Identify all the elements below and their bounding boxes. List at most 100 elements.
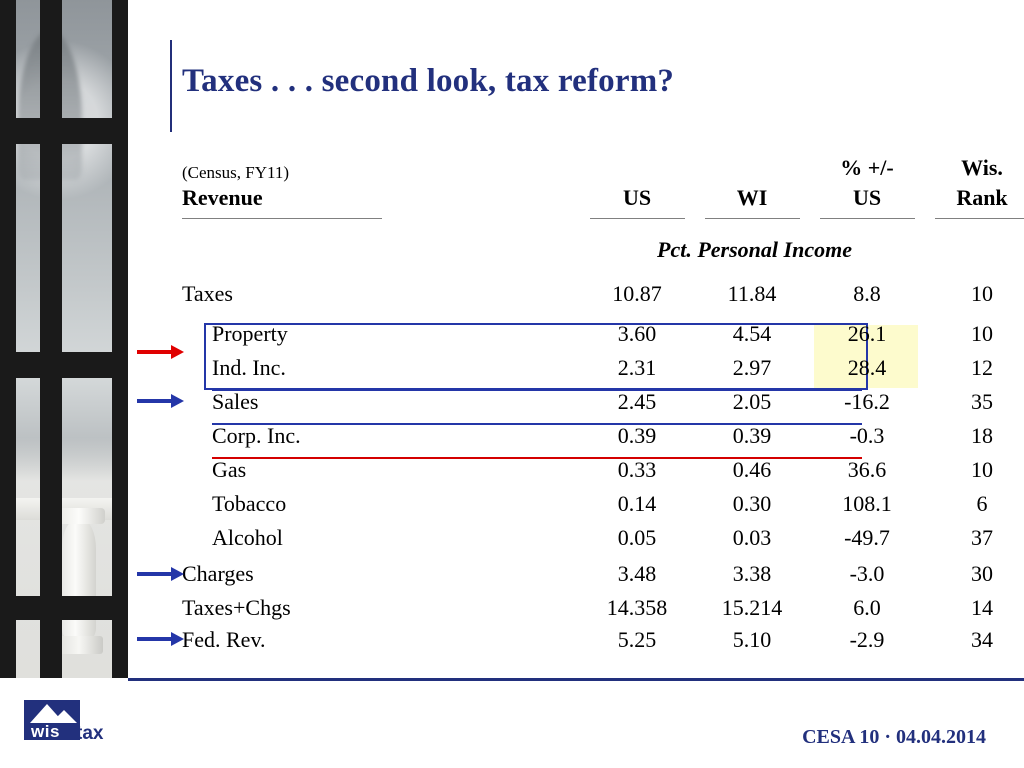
cell-pct: -2.9 bbox=[849, 627, 885, 652]
cell-rank: 34 bbox=[971, 627, 993, 652]
header-rule-pct bbox=[820, 218, 915, 219]
cell-pct: 6.0 bbox=[853, 595, 881, 620]
arrow-head bbox=[171, 632, 184, 646]
header-rule-revenue bbox=[182, 218, 382, 219]
cell-wi: 2.97 bbox=[732, 355, 772, 380]
cell-wi: 15.214 bbox=[721, 595, 783, 620]
cell-us: 3.48 bbox=[617, 561, 657, 586]
window-frame-middle bbox=[40, 0, 62, 678]
mountain-icon-small bbox=[51, 710, 77, 723]
cell-pct: 8.8 bbox=[853, 281, 881, 306]
cell-pct: 108.1 bbox=[842, 491, 892, 516]
table-row: Charges 3.48 3.38 -3.0 30 bbox=[182, 561, 1024, 595]
table-row: Taxes 10.87 11.84 8.8 10 bbox=[182, 281, 1024, 315]
table-row: Ind. Inc. 2.31 2.97 28.4 12 bbox=[182, 355, 1024, 389]
window-frame-left bbox=[0, 0, 16, 678]
window-crossbar-top bbox=[0, 118, 128, 144]
header-rule-wi bbox=[705, 218, 800, 219]
cell-us: 3.60 bbox=[617, 321, 657, 346]
column-header-pct: US bbox=[852, 185, 882, 210]
table-row: Alcohol 0.05 0.03 -49.7 37 bbox=[182, 525, 1024, 559]
row-label: Corp. Inc. bbox=[212, 423, 301, 448]
cell-wi: 4.54 bbox=[732, 321, 772, 346]
cell-wi: 0.30 bbox=[732, 491, 772, 516]
cell-pct: 28.4 bbox=[847, 355, 887, 380]
section-label-pct-personal-income: Pct. Personal Income bbox=[657, 237, 852, 262]
cell-wi: 5.10 bbox=[732, 627, 772, 652]
cell-pct: -49.7 bbox=[844, 525, 890, 550]
capitol-window-photo bbox=[0, 0, 128, 678]
cell-rank: 30 bbox=[971, 561, 993, 586]
cell-rank: 14 bbox=[971, 595, 993, 620]
row-label: Fed. Rev. bbox=[182, 627, 266, 652]
table-row: Fed. Rev. 5.25 5.10 -2.9 34 bbox=[182, 627, 1024, 661]
cell-us: 2.31 bbox=[617, 355, 657, 380]
row-label: Ind. Inc. bbox=[212, 355, 286, 380]
window-crossbar-middle bbox=[0, 352, 128, 378]
cell-wi: 11.84 bbox=[727, 281, 777, 306]
cell-wi: 0.46 bbox=[732, 457, 772, 482]
row-label: Taxes+Chgs bbox=[182, 595, 291, 620]
page-title: Taxes . . . second look, tax reform? bbox=[182, 63, 675, 99]
column-header-rank-top: Wis. bbox=[961, 155, 1003, 180]
cell-pct: 36.6 bbox=[847, 457, 887, 482]
table-row: Property 3.60 4.54 26.1 10 bbox=[182, 321, 1024, 355]
row-label: Property bbox=[212, 321, 288, 346]
row-label: Gas bbox=[212, 457, 247, 482]
source-note: (Census, FY11) bbox=[182, 163, 290, 182]
column-header-pct-top: % +/- bbox=[840, 155, 894, 180]
cell-us: 2.45 bbox=[617, 389, 657, 414]
cell-us: 0.05 bbox=[617, 525, 657, 550]
cell-rank: 10 bbox=[971, 281, 993, 306]
row-label: Alcohol bbox=[212, 525, 283, 550]
cell-us: 14.358 bbox=[606, 595, 668, 620]
cell-rank: 18 bbox=[971, 423, 993, 448]
cell-pct: -0.3 bbox=[849, 423, 885, 448]
cell-us: 0.14 bbox=[617, 491, 657, 516]
arrow-head bbox=[171, 394, 184, 408]
title-vertical-rule bbox=[170, 40, 172, 132]
row-label: Charges bbox=[182, 561, 254, 586]
underline-ind-inc bbox=[212, 389, 862, 391]
table-row: Gas 0.33 0.46 36.6 10 bbox=[182, 457, 1024, 491]
underline-corp-inc bbox=[212, 457, 862, 459]
cell-rank: 10 bbox=[971, 457, 993, 482]
window-crossbar-bottom bbox=[0, 596, 128, 620]
cell-us: 5.25 bbox=[617, 627, 657, 652]
cell-wi: 0.03 bbox=[732, 525, 772, 550]
arrow-head bbox=[171, 567, 184, 581]
row-label: Taxes bbox=[182, 281, 233, 306]
cell-us: 10.87 bbox=[612, 281, 662, 306]
arrow-head bbox=[171, 345, 184, 359]
cell-wi: 3.38 bbox=[732, 561, 772, 586]
row-label: Sales bbox=[212, 389, 259, 414]
header-rule-us bbox=[590, 218, 685, 219]
window-frame-right bbox=[112, 0, 128, 678]
table-row: Sales 2.45 2.05 -16.2 35 bbox=[182, 389, 1024, 423]
arrow-shaft bbox=[137, 572, 173, 576]
wistax-logo: wis tax bbox=[24, 700, 116, 752]
table-row: Corp. Inc. 0.39 0.39 -0.3 18 bbox=[182, 423, 1024, 457]
arrow-shaft bbox=[137, 637, 173, 641]
cell-rank: 10 bbox=[971, 321, 993, 346]
arrow-shaft bbox=[137, 399, 173, 403]
cell-pct: -3.0 bbox=[849, 561, 885, 586]
cell-us: 0.33 bbox=[617, 457, 657, 482]
cell-wi: 2.05 bbox=[732, 389, 772, 414]
logo-text-wis: wis bbox=[31, 722, 60, 741]
column-header-wi: WI bbox=[736, 185, 768, 210]
row-label: Tobacco bbox=[212, 491, 287, 516]
arrow-shaft bbox=[137, 350, 173, 354]
cell-rank: 12 bbox=[971, 355, 993, 380]
footer-divider bbox=[128, 678, 1024, 681]
footer-credit: CESA 10 · 04.04.2014 bbox=[802, 726, 986, 748]
column-header-us: US bbox=[622, 185, 652, 210]
cell-pct: 26.1 bbox=[847, 321, 887, 346]
logo-text-tax: tax bbox=[76, 723, 104, 744]
cell-rank: 35 bbox=[971, 389, 993, 414]
cell-pct: -16.2 bbox=[844, 389, 890, 414]
table-row: Taxes+Chgs 14.358 15.214 6.0 14 bbox=[182, 595, 1024, 629]
table-row: Tobacco 0.14 0.30 108.1 6 bbox=[182, 491, 1024, 525]
underline-sales bbox=[212, 423, 862, 425]
column-header-rank: Rank bbox=[956, 185, 1008, 210]
